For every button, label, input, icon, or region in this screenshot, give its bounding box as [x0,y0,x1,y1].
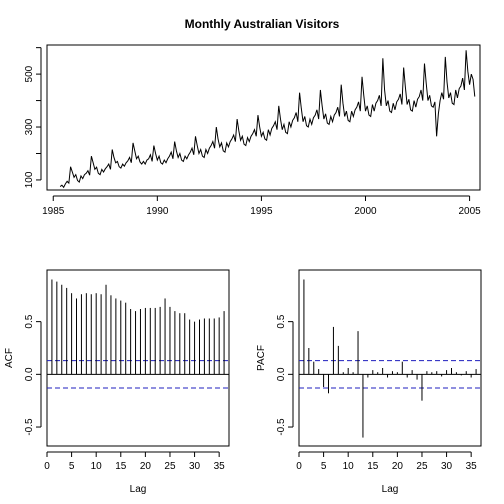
pacf-x-tick-label: 10 [343,461,355,472]
acf-plot-frame [46,269,230,447]
pacf-bars [299,279,481,438]
pacf-x-tick-label: 35 [466,461,478,472]
acf-y-axis: -0.5 0.0 0.5 [24,314,42,436]
x-tick-label: 2005 [458,206,481,217]
acf-x-tick-label: 15 [115,461,127,472]
acf-x-tick-label: 10 [91,461,103,472]
y-tick-label: 500 [24,65,35,82]
acf-y-tick-label: -0.5 [24,418,35,436]
y-tick-label: 300 [24,118,35,135]
x-axis: 1985 1990 1995 2000 2005 [42,195,481,217]
x-tick-label: 1990 [146,206,169,217]
y-axis: 100 300 500 [24,47,42,188]
chart-title: Monthly Australian Visitors [185,17,340,31]
acf-x-axis: 0 5 10 15 20 25 30 35 [44,451,226,472]
pacf-x-tick-label: 15 [367,461,379,472]
pacf-y-tick-label: 0.5 [276,314,287,328]
acf-x-tick-label: 20 [140,461,152,472]
pacf-plot-frame [298,269,482,447]
pacf-y-label: PACF [256,345,267,371]
x-tick-label: 1995 [250,206,273,217]
pacf-plot: Lag PACF 0 5 10 15 20 25 30 35 -0.5 0.0 0.5 [256,269,482,495]
pacf-x-tick-label: 30 [441,461,453,472]
acf-x-tick-label: 25 [164,461,176,472]
pacf-y-tick-label: -0.5 [276,418,287,436]
pacf-x-axis: 0 5 10 15 20 25 30 35 [296,451,478,472]
pacf-y-tick-label: 0.0 [276,367,287,381]
pacf-x-tick-label: 20 [392,461,404,472]
acf-y-label: ACF [4,348,15,368]
acf-x-tick-label: 0 [44,461,50,472]
acf-x-label: Lag [130,484,147,495]
pacf-x-tick-label: 0 [296,461,302,472]
acf-plot: Lag ACF 0 5 10 15 20 25 30 35 -0.5 0.0 0.5 [4,269,230,495]
acf-y-tick-label: 0.5 [24,314,35,328]
y-tick-label: 100 [24,171,35,188]
pacf-x-label: Lag [382,484,399,495]
visitors-series-line [59,50,476,189]
acf-x-tick-label: 5 [69,461,75,472]
acf-x-tick-label: 35 [214,461,226,472]
x-tick-label: 2000 [354,206,377,217]
pacf-y-axis: -0.5 0.0 0.5 [276,314,294,436]
acf-x-tick-label: 30 [189,461,201,472]
acf-y-tick-label: 0.0 [24,367,35,381]
x-tick-label: 1985 [42,206,65,217]
acf-bars [47,279,229,389]
plot-frame [46,44,481,191]
time-series-plot: Monthly Australian Visitors 1985 1990 1995… [24,17,481,217]
pacf-x-tick-label: 25 [416,461,428,472]
pacf-x-tick-label: 5 [321,461,327,472]
